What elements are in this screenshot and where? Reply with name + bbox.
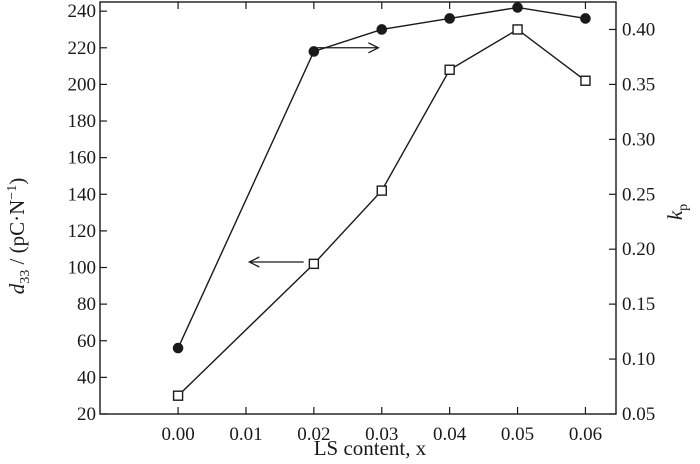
- left-y-tick-label: 140: [68, 184, 97, 205]
- data-point-circle: [580, 13, 591, 24]
- left-y-tick-label: 80: [77, 294, 96, 315]
- right-y-tick-label: 0.25: [622, 184, 655, 205]
- right-axis-title: kp: [663, 204, 691, 220]
- x-tick-label: 0.05: [501, 424, 534, 445]
- right-axis-title-main: k: [663, 210, 687, 220]
- data-point-square: [376, 185, 387, 196]
- left-axis-title-unit: / (pC·N: [5, 200, 29, 270]
- data-point-circle: [308, 46, 320, 57]
- arrow-to-left-axis-head: [247, 256, 260, 268]
- left-y-tick-label: 20: [77, 404, 96, 425]
- annotation-arrows: [247, 42, 380, 268]
- left-axis-title: d33 / (pC·N−1): [5, 178, 33, 294]
- x-tick-label: 0.06: [569, 424, 602, 445]
- right-y-tick-label: 0.10: [622, 349, 655, 370]
- data-point-circle: [376, 24, 388, 35]
- x-tick-label: 0.02: [297, 424, 330, 445]
- left-axis-title-sub: 33: [18, 270, 33, 284]
- tick-labels: 0.00 0.01 0.02 0.03 0.04 0.05 0.06 20 40 60 80 100 1…: [68, 1, 656, 445]
- data-point-square: [444, 64, 455, 75]
- left-y-tick-label: 40: [77, 367, 96, 388]
- series-line-d33: [177, 28, 586, 397]
- right-y-tick-label: 0.20: [622, 239, 655, 260]
- right-y-tick-label: 0.30: [622, 129, 655, 150]
- series-line-kp: [177, 6, 586, 349]
- data-point-circle: [172, 342, 184, 354]
- data-point-circle: [444, 13, 455, 24]
- x-tick-label: 0.01: [229, 424, 262, 445]
- right-y-tick-label: 0.15: [622, 294, 655, 315]
- left-y-tick-label: 160: [68, 148, 97, 169]
- data-point-square: [172, 390, 184, 401]
- data-point-circle: [512, 2, 523, 13]
- x-tick-label: 0.03: [365, 424, 398, 445]
- left-y-tick-label: 180: [68, 111, 97, 132]
- x-axis-title: LS content, x: [314, 436, 427, 460]
- arrow-to-right-axis-head: [368, 42, 380, 54]
- left-y-tick-label: 120: [68, 221, 97, 242]
- right-y-tick-label: 0.35: [622, 74, 655, 95]
- series-group: [172, 2, 591, 401]
- left-y-tick-label: 200: [68, 74, 97, 95]
- right-axis-title-sub: p: [676, 204, 691, 211]
- right-y-tick-label: 0.05: [622, 404, 655, 425]
- right-y-tick-label: 0.40: [622, 19, 655, 40]
- left-y-tick-label: 220: [68, 38, 97, 59]
- left-y-tick-label: 240: [68, 1, 97, 22]
- plot-area-frame: [99, 1, 617, 415]
- data-point-square: [512, 24, 523, 35]
- left-y-tick-label: 60: [77, 331, 96, 352]
- left-axis-title-close: ): [5, 178, 29, 185]
- left-axis-title-main: d: [5, 283, 29, 294]
- left-axis-title-sup: −1: [5, 185, 20, 200]
- left-y-tick-label: 100: [68, 258, 97, 279]
- x-tick-label: 0.04: [433, 424, 467, 445]
- data-point-square: [308, 258, 320, 270]
- x-tick-label: 0.00: [161, 424, 194, 445]
- data-point-square: [580, 75, 591, 86]
